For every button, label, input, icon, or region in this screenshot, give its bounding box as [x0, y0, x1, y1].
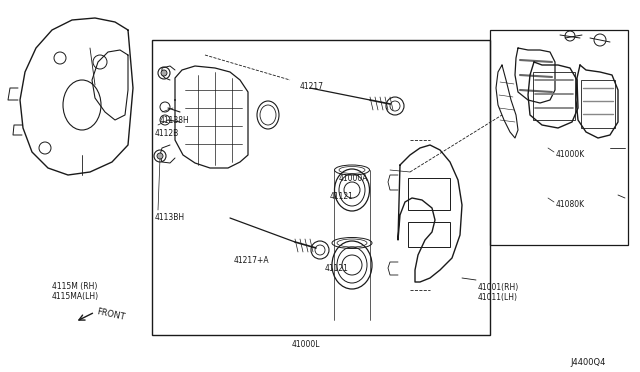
- Bar: [408, 222, 450, 247]
- Text: 41217+A: 41217+A: [234, 256, 269, 265]
- Text: 41000K: 41000K: [556, 150, 585, 159]
- Text: 41138H: 41138H: [160, 116, 189, 125]
- Text: 4112B: 4112B: [155, 129, 179, 138]
- Text: J4400Q4: J4400Q4: [570, 358, 605, 367]
- Text: 4115MA(LH): 4115MA(LH): [52, 292, 99, 301]
- Circle shape: [157, 153, 163, 159]
- Text: 4115M (RH): 4115M (RH): [52, 282, 97, 291]
- Bar: [581, 80, 615, 128]
- Bar: [408, 178, 450, 210]
- Text: 41001(RH): 41001(RH): [478, 283, 519, 292]
- Bar: [533, 72, 575, 120]
- Bar: [490, 30, 628, 245]
- Text: FRONT: FRONT: [96, 308, 126, 323]
- Text: 41121: 41121: [330, 192, 354, 201]
- Text: 41121: 41121: [325, 264, 349, 273]
- Circle shape: [161, 70, 167, 76]
- Bar: [152, 40, 490, 335]
- Text: 41011(LH): 41011(LH): [478, 293, 518, 302]
- Text: 41080K: 41080K: [556, 200, 585, 209]
- Text: 41000A: 41000A: [339, 174, 368, 183]
- Text: 41217: 41217: [300, 82, 324, 91]
- Text: 4113BH: 4113BH: [155, 213, 185, 222]
- Text: 41000L: 41000L: [292, 340, 320, 349]
